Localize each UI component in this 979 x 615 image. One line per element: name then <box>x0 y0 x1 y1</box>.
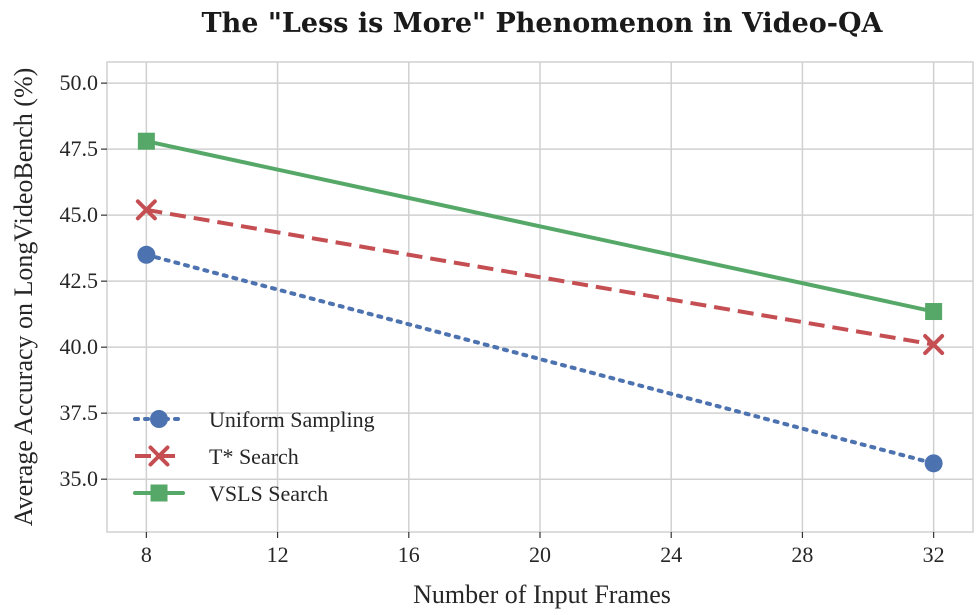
legend-item: T* Search <box>135 444 299 469</box>
y-tick-label: 37.5 <box>60 400 99 425</box>
y-tick-label: 42.5 <box>60 268 99 293</box>
x-tick-label: 28 <box>791 542 813 567</box>
x-tick-label: 12 <box>267 542 289 567</box>
grid-lines <box>107 62 973 532</box>
series-line <box>144 252 936 466</box>
y-axis-label: Average Accuracy on LongVideoBench (%) <box>9 68 38 527</box>
y-tick-label: 35.0 <box>60 466 99 491</box>
data-point <box>137 245 156 264</box>
y-tick-label: 40.0 <box>60 334 99 359</box>
x-axis-ticks: 8 12 16 20 24 28 32 <box>141 532 945 567</box>
legend-label: T* Search <box>209 444 299 469</box>
series-line <box>144 139 936 314</box>
data-point <box>135 199 157 221</box>
legend-marker <box>150 410 168 428</box>
series-vsls-search <box>137 132 943 321</box>
y-tick-label: 45.0 <box>60 202 99 227</box>
chart-title: The "Less is More" Phenomenon in Video-Q… <box>202 8 884 39</box>
x-axis-label: Number of Input Frames <box>413 580 671 609</box>
legend-label: Uniform Sampling <box>209 407 375 432</box>
data-point <box>925 303 943 321</box>
y-tick-label: 50.0 <box>60 70 99 95</box>
x-tick-label: 32 <box>923 542 945 567</box>
y-axis-ticks: 35.0 37.5 40.0 42.5 45.0 47.5 50.0 <box>60 70 107 491</box>
data-point <box>924 454 943 473</box>
legend-item: VSLS Search <box>133 481 328 506</box>
data-point <box>137 132 155 150</box>
legend-item: Uniform Sampling <box>133 407 375 432</box>
legend-marker <box>150 484 168 502</box>
y-tick-label: 47.5 <box>60 136 99 161</box>
series-lines <box>135 132 945 473</box>
legend-marker <box>148 445 170 467</box>
x-tick-label: 24 <box>660 542 682 567</box>
series-t-search <box>135 199 945 356</box>
x-tick-label: 16 <box>398 542 420 567</box>
series-uniform-sampling <box>137 245 943 473</box>
x-tick-label: 20 <box>529 542 551 567</box>
legend: Uniform Sampling T* Search VSLS Search <box>133 407 375 506</box>
series-line <box>146 207 934 347</box>
data-point <box>923 334 945 356</box>
legend-label: VSLS Search <box>209 481 328 506</box>
x-tick-label: 8 <box>141 542 152 567</box>
